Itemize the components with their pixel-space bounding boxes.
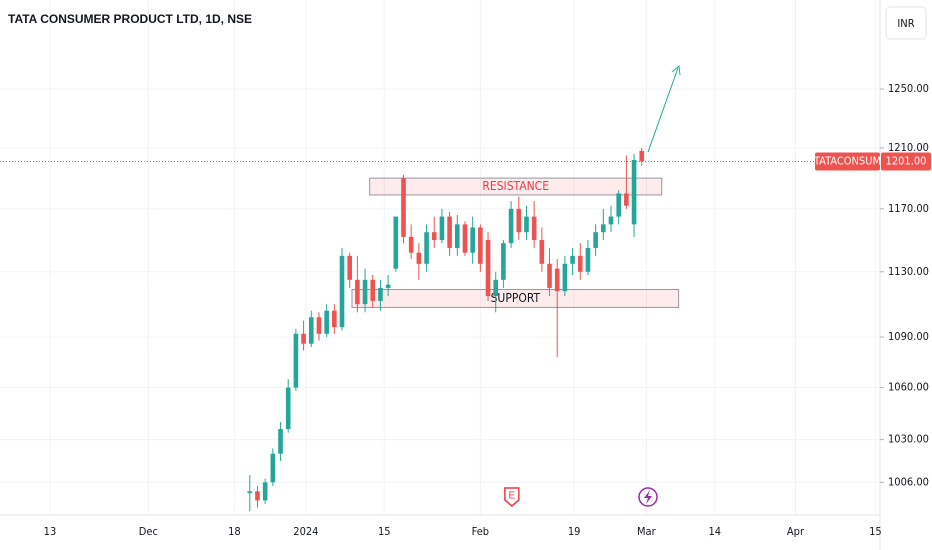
x-tick-label: 15 xyxy=(869,525,882,538)
candle-body xyxy=(431,232,437,241)
zone-label: SUPPORT xyxy=(491,291,541,305)
price-label: 1201.00 xyxy=(886,154,927,167)
x-tick-label: 15 xyxy=(378,525,391,538)
candle-body xyxy=(601,224,606,233)
candle-body xyxy=(262,482,268,501)
y-tick-label: 1210.00 xyxy=(888,141,929,154)
candle-body xyxy=(401,178,406,237)
x-tick-label: Mar xyxy=(637,525,657,538)
currency-button[interactable] xyxy=(885,6,927,40)
candle-body xyxy=(554,268,560,292)
currency-label: INR xyxy=(897,17,914,30)
candle-body xyxy=(508,208,514,244)
candle-body xyxy=(285,387,291,430)
x-tick-label: 13 xyxy=(44,525,57,538)
candle-body xyxy=(470,227,475,253)
x-tick-label: Apr xyxy=(787,525,805,538)
candle-body xyxy=(516,208,522,233)
candle-body xyxy=(478,227,483,264)
candle-body xyxy=(308,317,314,344)
candle-body xyxy=(408,236,414,253)
candle-body xyxy=(278,429,283,454)
projection-arrow xyxy=(647,65,681,153)
candle-body xyxy=(570,255,575,264)
plot: RESISTANCE SUPPORT xyxy=(247,147,680,512)
candle-body xyxy=(301,333,306,344)
y-tick-label: 1090.00 xyxy=(888,330,929,343)
y-tick-label: 1006.00 xyxy=(888,475,929,488)
candle-body xyxy=(585,247,591,272)
candle-body xyxy=(493,279,499,297)
candle-body xyxy=(454,224,460,248)
y-tick-label: 1030.00 xyxy=(888,433,929,446)
candle-body xyxy=(324,310,329,334)
candle-body xyxy=(593,232,598,248)
symbol-badge xyxy=(815,152,880,171)
candle-body xyxy=(316,317,322,334)
candle-body xyxy=(247,491,253,494)
x-tick-label: Feb xyxy=(472,525,489,538)
candle-body xyxy=(332,310,337,328)
price-badge xyxy=(881,152,931,171)
x-tick-label: 19 xyxy=(568,525,581,538)
candle-body xyxy=(255,491,260,501)
candle-body xyxy=(424,232,429,264)
candle-body xyxy=(370,279,376,301)
y-tick-label: 1250.00 xyxy=(888,82,929,95)
candle-body xyxy=(631,159,637,225)
symbol-label: TATACONSUM xyxy=(813,154,881,167)
chart-title: TATA CONSUMER PRODUCT LTD, 1D, NSE xyxy=(8,12,252,26)
candle-body xyxy=(485,240,491,297)
icon-bolt xyxy=(644,490,652,504)
candle-body xyxy=(501,243,506,280)
x-tick-label: 14 xyxy=(708,525,721,538)
earnings-label: E xyxy=(509,491,516,502)
zone-label: RESISTANCE xyxy=(482,179,549,193)
y-tick-label: 1130.00 xyxy=(888,265,929,278)
candle-body xyxy=(524,216,529,233)
x-tick-label: Dec xyxy=(139,525,158,538)
earnings-icon xyxy=(504,487,520,507)
candle-body xyxy=(339,255,345,328)
x-tick-label: 18 xyxy=(228,525,241,538)
candle-body xyxy=(393,216,399,269)
candle-body xyxy=(416,252,422,264)
dividend-icon xyxy=(638,487,658,507)
candle-body xyxy=(462,224,468,253)
candle-body xyxy=(639,150,645,162)
candle-body xyxy=(270,453,276,483)
candle-body xyxy=(562,263,568,292)
zone-box xyxy=(369,177,663,196)
arrow-head xyxy=(671,65,681,76)
candle-body xyxy=(447,216,452,248)
y-tick-label: 1060.00 xyxy=(888,381,929,394)
candle-body xyxy=(616,193,621,217)
candle-body xyxy=(378,287,383,301)
candle-body xyxy=(531,216,537,241)
candle-body xyxy=(547,263,552,288)
candle-body xyxy=(347,255,352,280)
zone-box xyxy=(351,289,680,308)
y-tick-label: 1170.00 xyxy=(888,202,929,215)
candle-body xyxy=(624,193,629,206)
candle-body xyxy=(608,216,614,225)
candle-body xyxy=(293,333,299,388)
candle-body xyxy=(385,284,391,288)
arrow-line xyxy=(647,67,679,153)
x-tick-label: 2024 xyxy=(293,525,318,538)
candle-body xyxy=(577,255,583,272)
candle-body xyxy=(355,279,360,305)
candle-body xyxy=(539,240,545,264)
candle-body xyxy=(362,279,368,305)
candle-body xyxy=(439,216,445,241)
